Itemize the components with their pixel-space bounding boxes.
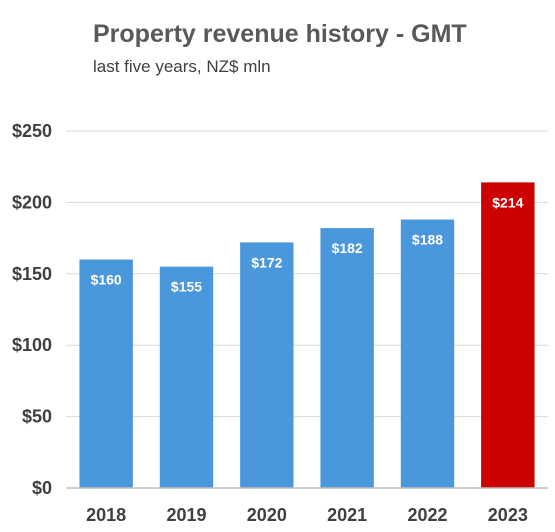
bars	[79, 182, 535, 488]
y-tick-label: $0	[32, 478, 52, 498]
data-labels: $160 $155 $172 $182 $188 $214	[91, 194, 524, 294]
chart-title: Property revenue history - GMT	[93, 20, 467, 48]
bar-2020	[240, 242, 294, 488]
data-label: $188	[412, 232, 443, 248]
x-tick-label: 2019	[166, 505, 206, 525]
chart-subtitle: last five years, NZ$ mln	[93, 57, 271, 76]
y-tick-label: $100	[12, 335, 52, 355]
data-label: $155	[171, 279, 202, 295]
data-label: $172	[251, 254, 282, 270]
y-tick-label: $200	[12, 192, 52, 212]
x-tick-label: 2023	[488, 505, 528, 525]
x-axis-tick-labels: 2018 2019 2020 2021 2022 2023	[86, 505, 528, 525]
data-label: $160	[91, 272, 122, 288]
bar-2022	[400, 219, 455, 488]
bar-2023	[481, 182, 535, 488]
y-tick-label: $150	[12, 264, 52, 284]
x-tick-label: 2021	[327, 505, 367, 525]
y-tick-label: $50	[22, 407, 52, 427]
bar-2021	[320, 228, 374, 488]
data-label: $214	[492, 194, 523, 210]
x-tick-label: 2018	[86, 505, 126, 525]
bar-2018	[79, 259, 133, 488]
gridlines	[66, 130, 548, 418]
y-axis-tick-labels: $0 $50 $100 $150 $200 $250	[12, 121, 52, 498]
bar-2019	[159, 266, 214, 488]
x-tick-label: 2020	[247, 505, 287, 525]
y-tick-label: $250	[12, 121, 52, 141]
data-label: $182	[332, 240, 363, 256]
x-tick-label: 2022	[407, 505, 447, 525]
